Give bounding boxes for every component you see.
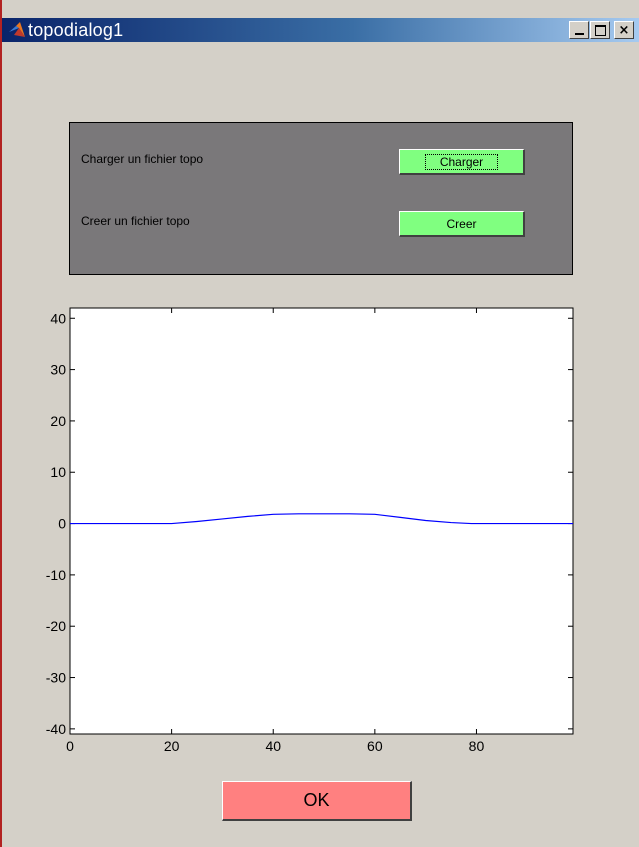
x-tick-label: 20 bbox=[164, 738, 180, 754]
charger-button-label: Charger bbox=[424, 153, 499, 170]
y-tick-label: 30 bbox=[50, 362, 66, 378]
y-tick-label: -40 bbox=[46, 721, 66, 737]
x-tick-label: 80 bbox=[469, 738, 485, 754]
y-tick-label: 20 bbox=[50, 413, 66, 429]
creer-button-label: Creer bbox=[446, 216, 477, 231]
minimize-icon bbox=[574, 33, 584, 35]
plot-area bbox=[69, 307, 574, 735]
close-icon: × bbox=[618, 22, 630, 38]
y-tick-label: 0 bbox=[58, 516, 66, 532]
ok-button-label: OK bbox=[303, 790, 330, 810]
y-tick-label: -30 bbox=[46, 670, 66, 686]
x-tick-label: 60 bbox=[367, 738, 383, 754]
maximize-button[interactable] bbox=[590, 21, 610, 39]
creer-label: Creer un fichier topo bbox=[81, 214, 190, 228]
matlab-icon bbox=[8, 21, 26, 39]
x-tick-label: 40 bbox=[265, 738, 281, 754]
y-tick-label: -10 bbox=[46, 567, 66, 583]
file-panel: Charger un fichier topo Charger Creer un… bbox=[69, 122, 573, 275]
charger-button[interactable]: Charger bbox=[399, 149, 525, 175]
ok-button[interactable]: OK bbox=[222, 781, 412, 821]
y-tick-label: -20 bbox=[46, 618, 66, 634]
charger-label: Charger un fichier topo bbox=[81, 152, 204, 166]
topo-profile-line bbox=[70, 513, 573, 525]
window-title: topodialog1 bbox=[28, 19, 124, 40]
x-tick-label: 0 bbox=[66, 738, 74, 754]
y-tick-label: 40 bbox=[50, 310, 66, 326]
topo-plot: 0 20 40 60 80 40 30 20 10 0 -10 -20 -30 -40 bbox=[46, 307, 574, 754]
minimize-button[interactable] bbox=[569, 21, 589, 39]
title-bar[interactable]: topodialog1 × bbox=[2, 18, 639, 42]
maximize-icon bbox=[594, 24, 606, 36]
close-button[interactable]: × bbox=[614, 21, 634, 39]
creer-button[interactable]: Creer bbox=[399, 211, 525, 237]
y-tick-label: 10 bbox=[50, 464, 66, 480]
